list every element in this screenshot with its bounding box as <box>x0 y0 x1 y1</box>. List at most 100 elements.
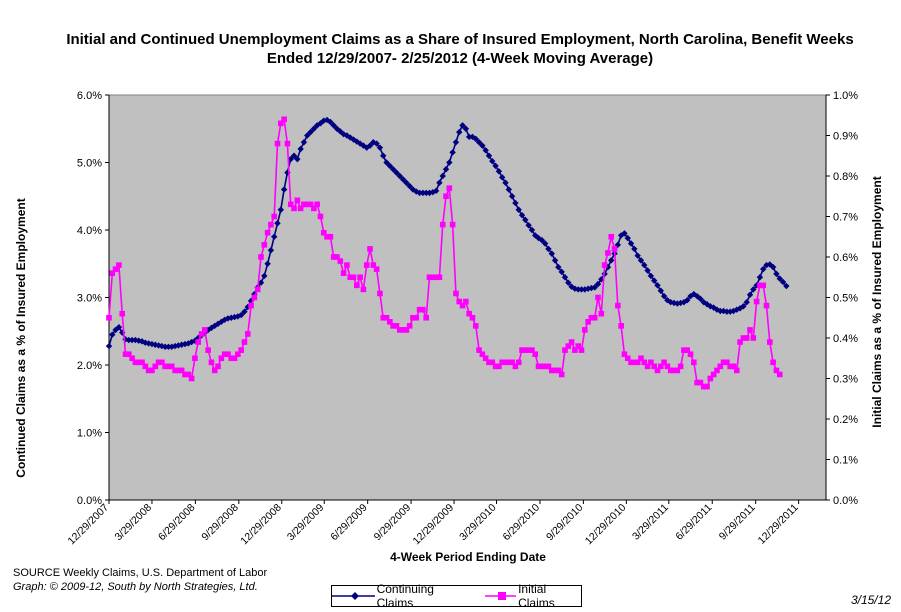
data-point <box>172 367 178 374</box>
data-point <box>142 363 149 370</box>
data-point <box>453 290 459 297</box>
right-tick-label: 0.0% <box>833 495 858 507</box>
data-point <box>747 327 753 333</box>
left-tick-label: 0.0% <box>77 495 102 507</box>
data-point <box>403 179 410 186</box>
data-point <box>409 186 417 193</box>
data-point <box>311 205 317 212</box>
legend-item-initial: Initial Claims <box>484 582 581 610</box>
data-point <box>522 216 529 224</box>
data-point <box>304 132 311 139</box>
data-point <box>386 162 394 170</box>
legend-label-continuing: Continuing Claims <box>376 582 434 610</box>
data-point <box>485 152 493 159</box>
data-point <box>627 240 635 247</box>
data-point <box>181 340 189 348</box>
data-point <box>667 367 674 374</box>
data-point <box>278 120 284 127</box>
data-point <box>660 292 668 300</box>
data-point <box>366 142 374 149</box>
right-tick-label: 0.9% <box>833 131 858 143</box>
data-point <box>479 142 486 149</box>
chart-title: Initial and Continued Unemployment Claim… <box>66 31 854 67</box>
data-point <box>740 303 747 310</box>
data-point <box>149 367 155 374</box>
data-point <box>700 299 707 306</box>
data-point <box>757 282 763 289</box>
left-tick-label: 1.0% <box>77 428 102 440</box>
data-point <box>122 351 129 357</box>
data-point <box>763 261 770 269</box>
data-point <box>746 291 754 298</box>
right-tick-label: 0.8% <box>833 171 858 183</box>
data-point <box>505 186 513 193</box>
data-point <box>555 367 562 374</box>
data-point <box>585 319 591 325</box>
source-line: SOURCE Weekly Claims, U.S. Department of… <box>13 567 268 579</box>
data-point <box>733 367 740 374</box>
data-point <box>390 323 396 329</box>
data-point <box>320 229 327 236</box>
series-layer <box>105 116 790 390</box>
data-point <box>650 277 658 284</box>
data-point <box>538 236 546 244</box>
data-point <box>432 187 440 195</box>
data-point <box>171 342 179 350</box>
data-point <box>354 282 360 289</box>
data-point <box>188 375 195 382</box>
data-point <box>647 272 655 280</box>
data-point <box>257 279 265 286</box>
data-point <box>525 222 532 229</box>
right-tick-label: 0.5% <box>833 293 858 305</box>
x-tick-label: 3/29/2011 <box>630 502 671 543</box>
data-point <box>159 359 165 366</box>
data-point <box>333 125 341 132</box>
data-point <box>198 331 205 337</box>
diamond-marker-icon <box>332 592 375 600</box>
data-point <box>697 295 704 303</box>
data-point <box>109 270 116 276</box>
data-point <box>525 347 532 353</box>
data-point <box>671 367 677 374</box>
data-point <box>591 314 598 321</box>
left-axis-ticks: 0.0% 1.0% 2.0% 3.0% 4.0% 5.0% 6.0% <box>77 90 110 507</box>
data-point <box>370 139 377 146</box>
data-point <box>420 306 426 313</box>
data-point <box>208 359 215 366</box>
data-point <box>297 145 304 153</box>
data-point <box>377 290 383 297</box>
data-point <box>548 250 555 257</box>
data-point <box>502 359 509 366</box>
data-point <box>373 266 380 272</box>
data-point <box>641 359 648 366</box>
data-point <box>106 314 112 321</box>
data-point <box>578 286 585 293</box>
data-point <box>539 363 545 370</box>
data-point <box>327 233 334 240</box>
data-point <box>700 383 707 390</box>
data-point <box>449 149 456 156</box>
data-point <box>135 359 142 366</box>
right-axis-label: Initial Claims as a % of Insured Employm… <box>870 176 884 427</box>
x-tick-label: 6/29/2011 <box>673 502 714 543</box>
data-point <box>426 274 433 281</box>
data-point <box>301 201 307 208</box>
data-point <box>383 159 390 166</box>
data-point <box>727 363 733 370</box>
data-point <box>267 247 275 254</box>
data-point <box>730 363 737 370</box>
data-point <box>657 287 664 294</box>
data-point <box>228 355 235 362</box>
data-point <box>264 260 271 267</box>
data-point <box>297 205 304 212</box>
data-point <box>707 375 714 382</box>
data-point <box>340 270 347 276</box>
data-point <box>519 347 525 353</box>
data-point <box>476 347 482 353</box>
data-point <box>605 250 611 256</box>
data-point <box>766 261 774 268</box>
data-point <box>442 166 450 173</box>
data-point <box>241 339 248 345</box>
right-tick-label: 0.2% <box>833 414 858 426</box>
data-point <box>581 327 588 333</box>
